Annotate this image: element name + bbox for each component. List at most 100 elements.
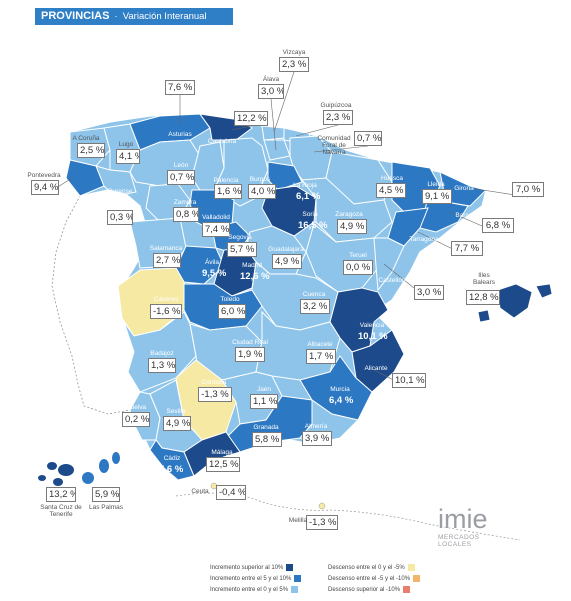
province-value-valencia: 10,1 % bbox=[358, 331, 388, 342]
baleares-island-shape bbox=[477, 309, 491, 323]
province-value-murcia: 6,4 % bbox=[329, 395, 354, 406]
province-value-guadalajara: 4,9 % bbox=[272, 254, 302, 269]
legend-swatch bbox=[291, 586, 299, 593]
legend-item-increase-0-5: Incremento entre el 0 y el 5% bbox=[210, 586, 299, 595]
province-value-zaragoza: 4,9 % bbox=[337, 219, 367, 234]
province-value-cantabria: 12,2 % bbox=[234, 111, 268, 126]
province-name-alava: Álava bbox=[262, 76, 280, 83]
province-value-badajoz: 1,3 % bbox=[148, 358, 176, 373]
imie-logo: imie MERCADOS LOCALES bbox=[438, 504, 508, 548]
province-shape-zaragoza bbox=[301, 177, 393, 243]
province-value-valladolid: 7,4 % bbox=[202, 222, 230, 237]
canary-island-shape bbox=[58, 464, 74, 476]
province-shape-castellon bbox=[373, 237, 405, 292]
province-name-huesca: Huesca bbox=[380, 175, 404, 182]
canary-island-shape bbox=[38, 475, 46, 481]
title-separator: · bbox=[114, 11, 118, 22]
province-name-valencia: Valencia bbox=[359, 322, 385, 329]
province-value-tarragona: 7,7 % bbox=[451, 241, 483, 256]
canary-island-shape bbox=[99, 459, 109, 473]
province-value-huesca: 4,5 % bbox=[376, 183, 406, 198]
province-value-vizcaya: 2,3 % bbox=[279, 57, 309, 72]
legend-label: Incremento superior al 10% bbox=[210, 565, 284, 572]
leader-line-guipuzcoa bbox=[295, 124, 339, 137]
province-name-huelva: Huelva bbox=[125, 404, 147, 411]
province-name-avila: Ávila bbox=[204, 259, 220, 266]
legend-swatch bbox=[413, 575, 421, 582]
province-name-girona: Girona bbox=[454, 185, 474, 192]
province-value-girona: 7,0 % bbox=[512, 182, 544, 197]
legend-label: Incremento entre el 0 y el 5% bbox=[210, 587, 289, 594]
province-value-ciudad-real: 1,9 % bbox=[235, 347, 265, 362]
province-name-guipuzcoa: Guipúzcoa bbox=[320, 102, 352, 109]
province-name-murcia: Murcia bbox=[330, 386, 350, 393]
province-name-asturias: Asturias bbox=[168, 131, 192, 138]
province-name-toledo: Toledo bbox=[220, 296, 240, 303]
province-name-cordoba: Córdoba bbox=[201, 379, 227, 386]
province-value-lugo: 4,1 % bbox=[116, 149, 140, 164]
province-value-teruel: 0,0 % bbox=[343, 260, 373, 275]
legend-item-increase-5-10: Incremento entre el 5 y el 10% bbox=[210, 575, 302, 584]
baleares-island-shape bbox=[535, 283, 553, 299]
province-name-a-coruna: A Coruña bbox=[72, 135, 100, 142]
legend-label: Descenso entre el 0 y el -5% bbox=[328, 565, 405, 572]
province-name-islas-baleares: Illes Balears bbox=[472, 272, 496, 286]
logo-tagline: MERCADOS LOCALES bbox=[438, 534, 480, 548]
province-value-burgos: 4,0 % bbox=[248, 184, 276, 199]
province-name-ourense: Ourense bbox=[107, 188, 133, 195]
province-name-cuenca: Cuenca bbox=[302, 291, 326, 298]
map-header: PROVINCIAS · Variación Interanual bbox=[35, 8, 233, 25]
province-value-segovia: 5,7 % bbox=[227, 242, 257, 257]
legend-label: Descenso superior al -10% bbox=[328, 587, 401, 594]
province-name-madrid: Madrid bbox=[242, 262, 262, 269]
province-shape-pontevedra bbox=[65, 159, 105, 197]
legend-swatch bbox=[294, 575, 302, 582]
province-name-castellon: Castellón bbox=[378, 277, 406, 284]
province-value-palencia: 1,6 % bbox=[214, 184, 242, 199]
province-name-melilla: Melilla bbox=[288, 517, 308, 524]
province-name-zaragoza: Zaragoza bbox=[335, 211, 363, 218]
province-value-cadiz: 7,6 % bbox=[159, 464, 184, 475]
map-title: PROVINCIAS bbox=[41, 10, 110, 22]
province-shape-malaga bbox=[183, 431, 241, 477]
province-name-zamora: Zamora bbox=[173, 199, 197, 206]
legend-item-decrease-5-10: Descenso entre el -5 y el -10% bbox=[328, 575, 421, 584]
province-name-barcelona: Barcelona bbox=[455, 212, 485, 219]
province-name-vizcaya: Vizcaya bbox=[282, 49, 306, 56]
province-value-salamanca: 2,7 % bbox=[153, 253, 181, 268]
province-value-asturias: 7,6 % bbox=[165, 80, 195, 95]
legend: Incremento superior al 10% Descenso entre… bbox=[210, 564, 435, 600]
province-name-ciudad-real: Ciudad Real bbox=[232, 339, 268, 346]
province-name-guadalajara: Guadalajara bbox=[268, 246, 304, 253]
province-value-a-coruna: 2,5 % bbox=[77, 143, 105, 158]
province-value-jaen: 1,1 % bbox=[250, 394, 278, 409]
legend-swatch bbox=[286, 564, 294, 571]
melilla-shape bbox=[318, 502, 326, 510]
province-value-soria: 16,5 % bbox=[298, 220, 328, 231]
province-value-ceuta: -0,4 % bbox=[216, 485, 246, 500]
province-name-almeria: Almería bbox=[304, 423, 328, 430]
province-name-caceres: Cáceres bbox=[153, 296, 179, 303]
province-name-pontevedra: Pontevedra bbox=[27, 172, 61, 179]
logo-wordmark: imie bbox=[438, 504, 488, 534]
leader-line-vizcaya bbox=[273, 71, 295, 133]
province-shape-vizcaya bbox=[261, 125, 285, 141]
province-name-burgos: Burgos bbox=[249, 176, 271, 183]
province-name-ceuta: Ceuta bbox=[191, 488, 209, 495]
province-name-soria: Soria bbox=[302, 211, 318, 218]
province-value-santa-cruz-de-tenerife: 13,2 % bbox=[46, 487, 76, 502]
province-shape-la-rioja bbox=[267, 161, 303, 191]
africa-coastline bbox=[175, 492, 521, 541]
leader-line-alava bbox=[270, 98, 277, 151]
canary-island-shape bbox=[47, 462, 57, 470]
province-shape-cadiz bbox=[149, 439, 195, 481]
province-name-malaga: Málaga bbox=[211, 449, 233, 456]
province-name-santa-cruz-de-tenerife: Santa Cruz de Tenerife bbox=[40, 504, 82, 518]
province-name-valladolid: Valladolid bbox=[202, 214, 230, 221]
province-value-zamora: 0,8 % bbox=[173, 207, 199, 222]
province-value-alava: 3,0 % bbox=[258, 84, 284, 99]
province-shape-ourense bbox=[95, 165, 137, 195]
province-name-segovia: Segovia bbox=[228, 234, 252, 241]
province-name-cantabria: Cantabria bbox=[207, 138, 237, 145]
province-value-malaga: 12,5 % bbox=[206, 457, 240, 472]
